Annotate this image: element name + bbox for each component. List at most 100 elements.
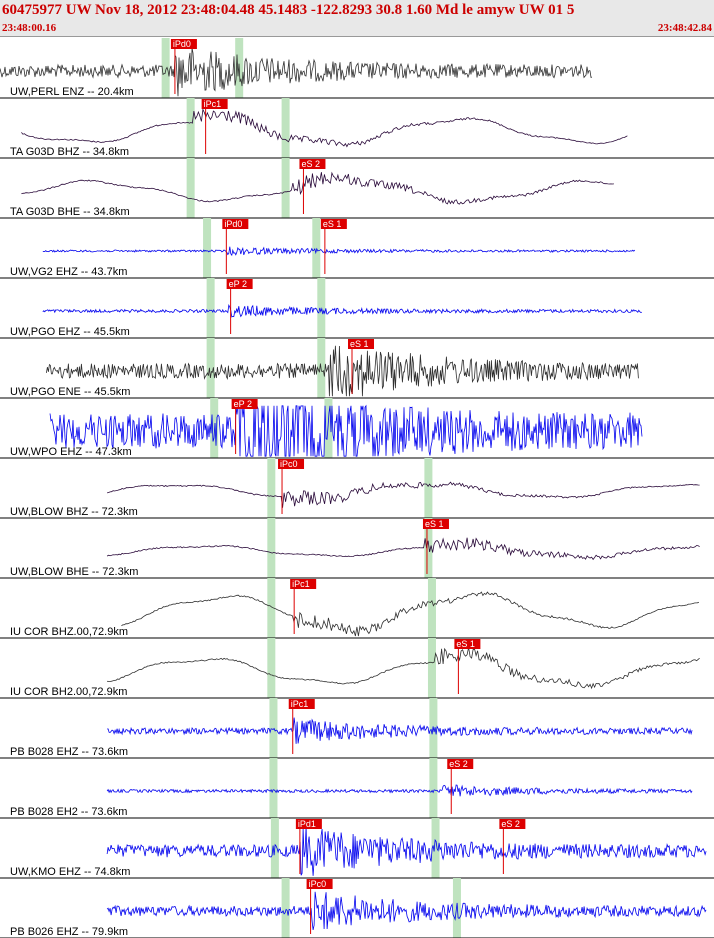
waveform [42, 246, 636, 257]
pick-label-bg[interactable] [201, 99, 228, 109]
pick-label-bg[interactable] [422, 519, 449, 529]
waveform [106, 784, 693, 797]
waveform [49, 404, 643, 457]
trace-row[interactable]: eP 2 UW,WPO EHZ -- 47.3km [0, 398, 714, 459]
waveform [46, 345, 639, 397]
trace-label: IU COR BHZ.00,72.9km [10, 626, 128, 638]
trace-label: UW,PGO EHZ -- 45.5km [10, 326, 130, 338]
phase-highlight [452, 878, 461, 938]
phase-highlight [267, 578, 276, 638]
trace-label: TA G03D BHE -- 34.8km [10, 206, 130, 218]
trace-label: IU COR BH2.00,72.9km [10, 686, 127, 698]
pick-label[interactable]: eS 2 [501, 819, 520, 829]
trace-row[interactable]: eS 1 IU COR BH2.00,72.9km [0, 638, 714, 699]
trace-label: UW,BLOW BHE -- 72.3km [10, 566, 138, 578]
pick-label-bg[interactable] [454, 639, 481, 649]
phase-highlight [267, 518, 276, 578]
pick-label-bg[interactable] [499, 819, 526, 829]
trace-row[interactable]: eP 2 UW,PGO EHZ -- 45.5km [0, 278, 714, 339]
pick-label-bg[interactable] [295, 819, 322, 829]
trace-row[interactable]: iPd0 eS 1 UW,VG2 EHZ -- 43.7km [0, 218, 714, 279]
phase-highlight [267, 638, 276, 698]
pick-label[interactable]: eS 1 [425, 519, 444, 529]
pick-label[interactable]: iPc1 [291, 699, 309, 709]
phase-highlight [429, 758, 438, 818]
trace-row[interactable]: iPc1 PB B028 EHZ -- 73.6km [0, 698, 714, 759]
header-bar: 60475977 UW Nov 18, 2012 23:48:04.48 45.… [0, 0, 714, 37]
pick-label-bg[interactable] [226, 279, 253, 289]
trace-row[interactable]: iPc0 PB B026 EHZ -- 79.9km [0, 878, 714, 938]
waveform [107, 647, 700, 690]
trace-row[interactable]: eS 2 PB B028 EH2 -- 73.6km [0, 758, 714, 819]
trace-label: PB B028 EHZ -- 73.6km [10, 746, 128, 758]
phase-highlight [324, 398, 333, 458]
waveform [106, 537, 700, 561]
pick-label[interactable]: eP 2 [234, 399, 252, 409]
pick-label[interactable]: eS 1 [456, 639, 475, 649]
trace-label: PB B026 EHZ -- 79.9km [10, 926, 128, 938]
pick-label[interactable]: iPc0 [280, 459, 298, 469]
waveform [21, 171, 614, 205]
pick-label-bg[interactable] [320, 219, 347, 229]
pick-label[interactable]: iPc1 [204, 99, 222, 109]
phase-highlight [431, 818, 440, 878]
phase-highlight [424, 518, 433, 578]
pick-label-bg[interactable] [306, 879, 333, 889]
waveform [106, 481, 700, 508]
phase-highlight [186, 98, 195, 158]
phase-highlight [161, 38, 170, 98]
trace-row[interactable]: iPc1 TA G03D BHZ -- 34.8km [0, 98, 714, 159]
trace-label: PB B028 EH2 -- 73.6km [10, 806, 127, 818]
phase-highlight [206, 278, 215, 338]
waveform [107, 717, 693, 744]
pick-label[interactable]: iPc0 [309, 879, 327, 889]
pick-label[interactable]: iPd0 [173, 39, 191, 49]
pick-label[interactable]: eS 2 [449, 759, 468, 769]
pick-label-bg[interactable] [222, 219, 249, 229]
pick-label[interactable]: eS 2 [301, 159, 320, 169]
phase-highlight [281, 98, 290, 158]
trace-row[interactable]: iPc0 UW,BLOW BHZ -- 72.3km [0, 458, 714, 519]
trace-row[interactable]: iPd1 eS 2 UW,KMO EHZ -- 74.8km [0, 818, 714, 879]
trace-label: UW,PERL ENZ -- 20.4km [10, 86, 134, 98]
waveform [0, 47, 593, 97]
pick-label-bg[interactable] [278, 459, 305, 469]
phase-highlight [206, 338, 215, 398]
trace-label: UW,VG2 EHZ -- 43.7km [10, 266, 127, 278]
pick-label-bg[interactable] [299, 159, 326, 169]
pick-label-bg[interactable] [288, 699, 315, 709]
waveform [106, 825, 707, 876]
pick-label[interactable]: iPd0 [224, 219, 242, 229]
trace-row[interactable]: eS 1 UW,BLOW BHE -- 72.3km [0, 518, 714, 579]
trace-label: UW,WPO EHZ -- 47.3km [10, 446, 132, 458]
phase-highlight [281, 158, 290, 218]
pick-label-bg[interactable] [348, 339, 375, 349]
pick-label[interactable]: eP 2 [229, 279, 247, 289]
pick-label-bg[interactable] [290, 579, 317, 589]
phase-highlight [186, 158, 195, 218]
pick-label-bg[interactable] [447, 759, 474, 769]
trace-row[interactable]: eS 2 TA G03D BHE -- 34.8km [0, 158, 714, 219]
trace-row[interactable]: iPc1 IU COR BHZ.00,72.9km [0, 578, 714, 639]
trace-label: TA G03D BHZ -- 34.8km [10, 146, 129, 158]
pick-label[interactable]: iPc1 [292, 579, 310, 589]
phase-highlight [210, 398, 219, 458]
trace-row[interactable]: eS 1 UW,PGO ENE -- 45.5km [0, 338, 714, 399]
trace-label: UW,BLOW BHZ -- 72.3km [10, 506, 138, 518]
pick-label-bg[interactable] [170, 39, 197, 49]
phase-highlight [312, 218, 321, 278]
pick-label[interactable]: eS 1 [350, 339, 369, 349]
event-title: 60475977 UW Nov 18, 2012 23:48:04.48 45.… [2, 2, 575, 18]
pick-label[interactable]: iPd1 [298, 819, 316, 829]
time-start: 23:48:00.16 [2, 22, 57, 34]
pick-label[interactable]: eS 1 [323, 219, 342, 229]
phase-highlight [203, 218, 212, 278]
waveform [42, 303, 642, 318]
trace-row[interactable]: iPd0 UW,PERL ENZ -- 20.4km [0, 38, 714, 99]
trace-label: UW,PGO ENE -- 45.5km [10, 386, 130, 398]
phase-highlight [269, 758, 278, 818]
pick-label-bg[interactable] [231, 399, 258, 409]
phase-highlight [427, 638, 436, 698]
trace-label: UW,KMO EHZ -- 74.8km [10, 866, 130, 878]
